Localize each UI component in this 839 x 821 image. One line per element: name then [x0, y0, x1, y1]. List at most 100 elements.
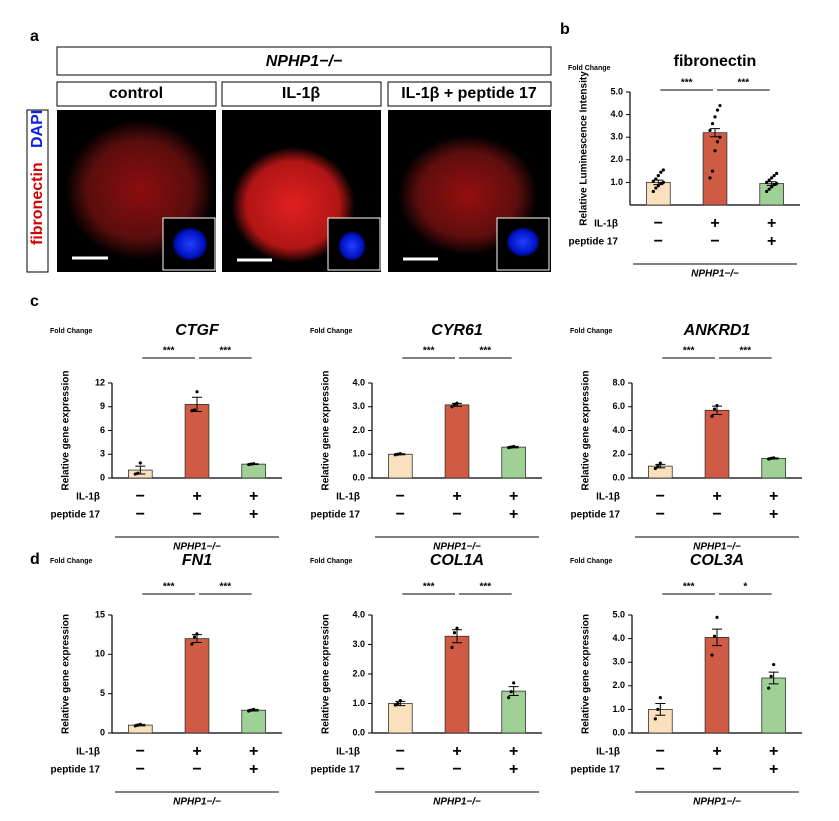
error-bar [192, 396, 202, 412]
y-tick-label: 3.0 [352, 401, 365, 411]
bar [702, 132, 728, 206]
treatment-mark: − [396, 743, 405, 760]
data-point [772, 662, 776, 667]
y-tick-label: 2.0 [610, 154, 623, 164]
data-point [654, 186, 658, 190]
y-unit: Fold Change [570, 558, 612, 565]
data-point [192, 635, 197, 639]
bar [444, 404, 470, 479]
significance-label: *** [423, 582, 435, 593]
data-point [765, 180, 769, 184]
y-axis-label: Relative gene expression [321, 614, 332, 734]
treatment-mark: + [509, 743, 518, 760]
treatment-mark: − [136, 506, 145, 523]
data-point [512, 444, 516, 449]
y-tick-label: 2.0 [612, 449, 625, 459]
group-label: NPHP1−/− [173, 797, 221, 808]
panel-label: b [560, 21, 570, 38]
treatment-mark: + [192, 488, 201, 505]
y-axis-label: Relative gene expression [321, 370, 332, 490]
y-unit: Fold Change [50, 328, 92, 335]
chart-title: CTGF [175, 322, 220, 339]
treatment-mark: + [452, 488, 461, 505]
significance-label: *** [683, 582, 695, 593]
treatment-mark: − [710, 233, 719, 250]
data-point [772, 456, 776, 460]
data-point [658, 461, 662, 465]
condition-label: IL-1β + peptide 17 [401, 85, 537, 102]
error-bar [768, 671, 779, 685]
treatment-mark: + [769, 506, 778, 523]
data-point [653, 717, 657, 721]
treatment-mark: + [712, 743, 721, 760]
treatment-mark: − [654, 215, 663, 232]
data-point [512, 681, 516, 685]
y-tick-label: 3.0 [352, 639, 365, 649]
y-tick-label: 9 [100, 401, 105, 411]
data-point [656, 707, 660, 712]
data-point [656, 174, 660, 178]
data-point [452, 631, 457, 635]
y-unit: Fold Change [50, 558, 92, 565]
treatment-mark: + [769, 743, 778, 760]
data-point [450, 645, 454, 650]
treatment-name: peptide 17 [311, 510, 361, 521]
y-axis-label: Relative gene expression [61, 614, 72, 734]
chart-title: FN1 [182, 552, 212, 569]
header-box [56, 46, 552, 76]
y-tick-label: 5 [100, 688, 105, 698]
data-point [715, 615, 719, 619]
data-point [195, 632, 199, 636]
data-point [396, 452, 400, 456]
treatment-mark: + [767, 233, 776, 250]
data-point [767, 457, 771, 461]
data-point [715, 403, 719, 408]
treatment-mark: − [656, 488, 665, 505]
chart-title: ANKRD1 [683, 322, 751, 339]
chart-title: COL1A [430, 552, 484, 569]
treatment-mark: − [136, 743, 145, 760]
group-label: NPHP1−/− [173, 542, 221, 553]
significance-label: *** [683, 346, 695, 357]
data-point [651, 179, 655, 183]
y-tick-label: 15 [95, 609, 105, 619]
data-point [775, 181, 779, 186]
data-point [507, 446, 511, 450]
y-tick-label: 0.0 [612, 727, 625, 737]
y-tick-label: 0.0 [352, 727, 365, 737]
bar [761, 458, 786, 479]
y-tick-label: 4.0 [610, 109, 623, 119]
y-tick-label: 6 [100, 425, 105, 435]
data-point [190, 642, 194, 646]
data-point [659, 170, 663, 174]
y-tick-label: 4.0 [352, 609, 365, 619]
treatment-name: peptide 17 [311, 765, 361, 776]
significance-label: *** [163, 582, 175, 593]
y-tick-label: 4.0 [612, 633, 625, 643]
bar [388, 453, 413, 479]
data-point [247, 709, 251, 713]
data-point [396, 701, 400, 706]
treatment-mark: + [710, 215, 719, 232]
treatment-mark: + [769, 488, 778, 505]
data-point [398, 698, 402, 703]
data-point [718, 103, 722, 108]
y-tick-label: 0.0 [612, 472, 625, 482]
treatment-mark: + [509, 488, 518, 505]
treatment-mark: + [249, 506, 258, 523]
significance-label: *** [163, 346, 175, 357]
data-point [710, 414, 714, 418]
images [26, 81, 552, 273]
treatment-mark: − [396, 506, 405, 523]
y-unit: Fold Change [568, 65, 610, 72]
treatment-mark: − [656, 761, 665, 778]
treatment-mark: + [509, 761, 518, 778]
y-tick-label: 1.0 [612, 704, 625, 714]
treatment-name: IL-1β [336, 747, 360, 758]
significance-label: *** [423, 346, 435, 357]
treatment-mark: + [249, 761, 258, 778]
treatment-name: IL-1β [596, 747, 620, 758]
y-tick-label: 1.0 [352, 449, 365, 459]
y-tick-label: 12 [95, 377, 105, 387]
treatment-mark: + [249, 743, 258, 760]
